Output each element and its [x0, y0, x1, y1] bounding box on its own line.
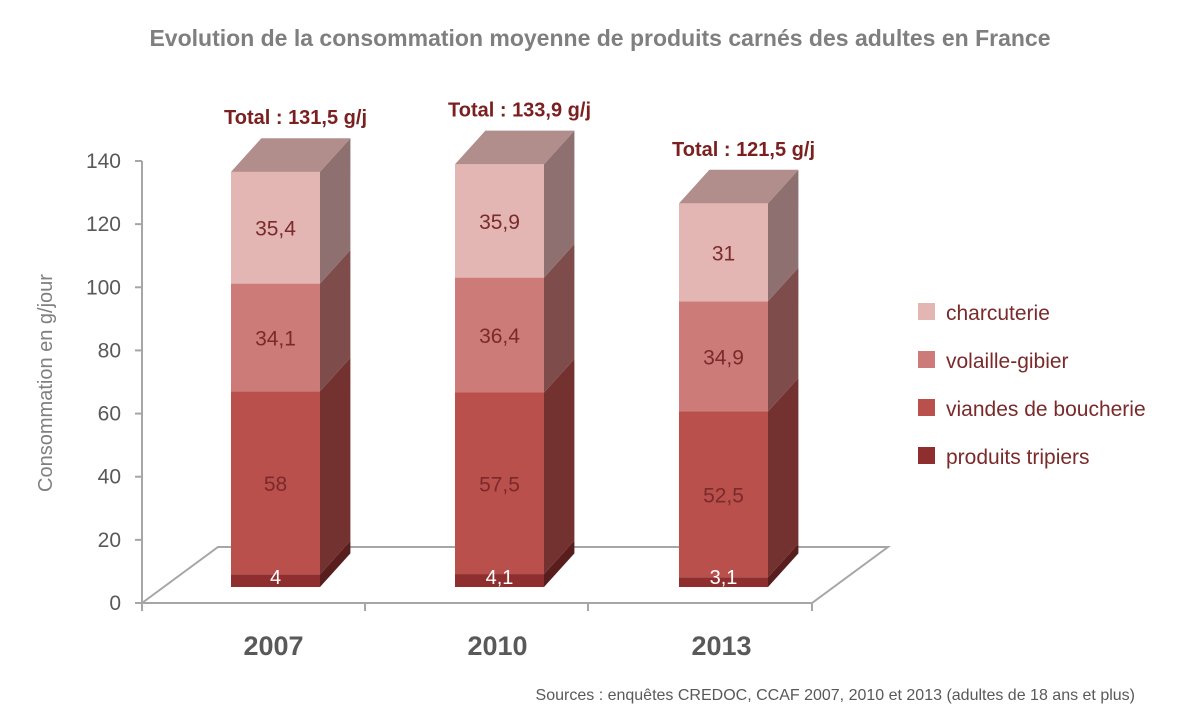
bar-segment-2010-0 — [455, 540, 575, 587]
bar-side — [768, 377, 799, 578]
bar-top-2013 — [679, 169, 799, 204]
bar-segment-2010-3 — [455, 130, 575, 278]
bar-segment-2013-2 — [679, 267, 799, 412]
legend-item: volaille-gibier — [918, 350, 1069, 373]
y-tick-label: 40 — [98, 466, 121, 489]
bar-side — [320, 249, 351, 392]
total-label: Total : 131,5 g/j — [224, 107, 367, 129]
bar-segment-2007-3 — [231, 138, 351, 284]
legend-swatch — [918, 399, 935, 416]
y-tick-label: 20 — [98, 529, 121, 552]
data-label: 52,5 — [703, 484, 744, 507]
bar-front — [455, 574, 544, 587]
data-label: 4,1 — [486, 567, 514, 589]
legend-swatch — [918, 351, 935, 368]
bar-side — [320, 540, 351, 587]
y-tick-label: 60 — [98, 403, 121, 426]
bars — [231, 130, 799, 587]
source-note: Sources : enquêtes CREDOC, CCAF 2007, 20… — [536, 687, 1135, 704]
y-tick-label: 80 — [98, 339, 121, 362]
bar-segment-2007-2 — [231, 249, 351, 392]
data-label: 35,9 — [479, 211, 520, 234]
legend-label: produits tripiers — [946, 446, 1090, 469]
bar-side — [544, 244, 575, 393]
y-axis: 0 20 40 60 80 100 120 140 — [86, 150, 143, 615]
y-tick-label: 100 — [86, 276, 121, 299]
data-label: 58 — [264, 473, 287, 496]
bar-segment-2013-0 — [679, 543, 799, 587]
bar-side — [320, 357, 351, 575]
legend-label: viandes de boucherie — [946, 398, 1146, 421]
legend-label: volaille-gibier — [946, 350, 1069, 373]
x-category-label: 2007 — [243, 631, 303, 661]
bar-front — [231, 391, 320, 575]
bar-front — [679, 203, 768, 302]
bar-top-2010 — [455, 130, 575, 165]
bar-top-2007 — [231, 138, 351, 172]
bar-side — [544, 540, 575, 587]
bar-front — [679, 301, 768, 412]
bar-side — [768, 543, 799, 587]
data-label: 31 — [712, 242, 735, 265]
bar-segment-2010-2 — [455, 244, 575, 393]
bar-front — [455, 392, 544, 575]
bar-segment-2013-3 — [679, 169, 799, 302]
x-category-label: 2010 — [467, 631, 527, 661]
x-category-label: 2013 — [691, 631, 751, 661]
legend-item: charcuterie — [918, 302, 1050, 325]
legend-item: produits tripiers — [918, 446, 1090, 469]
bar-front — [231, 283, 320, 392]
legend-swatch — [918, 303, 935, 320]
bar-segment-2007-0 — [231, 540, 351, 587]
total-label: Total : 133,9 g/j — [448, 100, 591, 122]
bar-segment-2010-1 — [455, 358, 575, 575]
data-label: 35,4 — [255, 218, 296, 241]
bar-front — [455, 277, 544, 393]
bar-side — [768, 267, 799, 412]
y-tick-label: 0 — [109, 592, 121, 615]
data-label: 34,1 — [255, 327, 296, 350]
data-label: 3,1 — [710, 567, 738, 589]
y-axis-label: Consommation en g/jour — [35, 274, 57, 492]
bar-segment-2013-1 — [679, 377, 799, 578]
data-label: 36,4 — [479, 325, 520, 348]
bar-side — [320, 138, 351, 284]
legend-label: charcuterie — [946, 302, 1050, 325]
bar-front — [455, 164, 544, 278]
bar-side — [544, 130, 575, 278]
y-tick-label: 140 — [86, 150, 121, 173]
bar-side — [544, 358, 575, 575]
legend: charcuterie volaille-gibier viandes de bou… — [918, 302, 1146, 469]
bar-front — [679, 411, 768, 578]
bar-front — [679, 577, 768, 587]
chart-title: Evolution de la consommation moyenne de … — [149, 25, 1050, 51]
bar-side — [768, 169, 799, 302]
legend-swatch — [918, 447, 935, 464]
y-tick-label: 120 — [86, 213, 121, 236]
legend-item: viandes de boucherie — [918, 398, 1146, 421]
data-label: 34,9 — [703, 346, 744, 369]
data-label: 57,5 — [479, 473, 520, 496]
total-label: Total : 121,5 g/j — [672, 139, 815, 161]
data-labels: 4 58 34,1 35,4 Total : 131,5 g/j 4,1 57,5 36,4 3… — [224, 100, 815, 589]
data-label: 4 — [270, 567, 281, 589]
x-axis: 2007 2010 2013 — [141, 603, 813, 661]
bar-front — [231, 574, 320, 587]
bar-front — [231, 171, 320, 284]
bar-segment-2007-1 — [231, 357, 351, 575]
